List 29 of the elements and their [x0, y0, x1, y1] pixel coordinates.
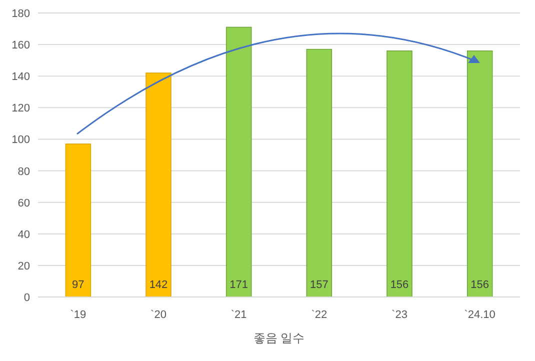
data-label: 97: [72, 279, 84, 291]
x-tick-label: `19: [70, 309, 86, 321]
x-tick-label: `20: [150, 309, 166, 321]
data-label: 171: [230, 279, 248, 291]
bar: [65, 144, 92, 298]
x-tick-label: `21: [230, 309, 247, 321]
bar: [466, 50, 493, 298]
y-tick-label: 40: [18, 228, 30, 241]
x-tick-label: `22: [311, 309, 328, 321]
y-tick-label: 140: [12, 71, 30, 84]
data-label: 156: [470, 279, 490, 291]
bar: [386, 50, 412, 298]
data-label: 156: [390, 279, 409, 291]
x-tick-label: `23: [392, 309, 408, 321]
bar: [306, 48, 332, 298]
y-tick-label: 180: [12, 8, 30, 20]
x-tick-label: `24.10: [464, 309, 496, 321]
y-tick-label: 0: [24, 292, 30, 304]
y-tick-label: 100: [12, 134, 30, 146]
data-label: 142: [149, 279, 168, 291]
data-label: 157: [310, 279, 328, 291]
bar: [226, 26, 252, 298]
y-tick-label: 160: [12, 40, 30, 52]
x-axis-title: 좋음 일수: [253, 331, 305, 345]
y-tick-label: 20: [18, 260, 30, 272]
y-tick-label: 60: [18, 197, 30, 210]
y-tick-label: 80: [18, 166, 30, 178]
y-tick-label: 120: [12, 102, 30, 115]
bar: [146, 72, 172, 298]
